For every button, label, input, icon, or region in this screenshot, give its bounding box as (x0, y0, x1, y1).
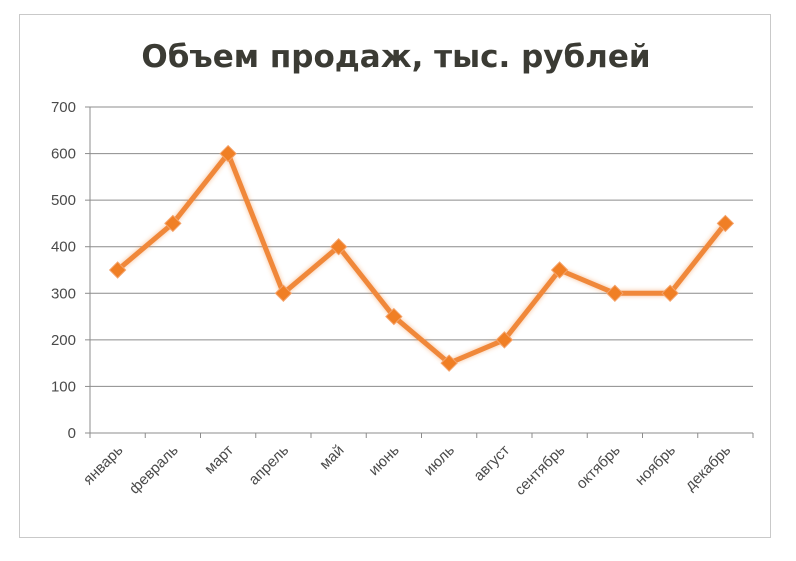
x-tick-label: октябрь (573, 442, 624, 493)
chart-frame: Объем продаж, тыс. рублей 0 100 200 300 400 5… (19, 14, 771, 538)
y-tick-label: 400 (51, 239, 76, 256)
data-point (550, 261, 569, 279)
series-line-glow (115, 150, 728, 367)
y-tick-labels: 0 100 200 300 400 500 600 700 (51, 99, 76, 442)
grid-lines (90, 106, 753, 387)
x-tick-labels: январь февраль март апрель май июнь июль август… (80, 442, 734, 499)
data-point (495, 331, 514, 349)
data-point (716, 214, 735, 233)
data-point (274, 284, 293, 302)
data-point (164, 214, 182, 233)
data-point (440, 354, 458, 372)
x-tick-label: ноябрь (632, 442, 679, 489)
y-tick-label: 200 (51, 332, 76, 349)
data-point (606, 284, 624, 302)
y-tick-label: 100 (51, 378, 76, 395)
series-line (115, 151, 728, 366)
x-tick-label: июнь (365, 442, 402, 479)
y-tick-label: 300 (51, 285, 76, 302)
data-point (108, 261, 127, 279)
data-point (661, 284, 679, 302)
x-tick-label: сентябрь (511, 442, 568, 499)
data-point (219, 144, 237, 163)
x-tick-label: март (201, 442, 237, 478)
line-chart: Объем продаж, тыс. рублей 0 100 200 300 400 5… (51, 39, 754, 499)
x-tick-label: июль (421, 442, 459, 480)
y-tick-label: 700 (51, 99, 76, 116)
data-point (329, 238, 348, 256)
x-tick-label: декабрь (682, 442, 735, 495)
series-sales (108, 144, 735, 372)
x-tick-label: май (316, 442, 347, 473)
chart-title: Объем продаж, тыс. рублей (141, 39, 650, 75)
data-point (385, 307, 403, 326)
y-tick-label: 0 (68, 425, 76, 442)
axes (85, 106, 754, 438)
y-tick-label: 500 (51, 192, 76, 209)
x-tick-label: январь (80, 442, 127, 489)
x-tick-label: февраль (126, 442, 182, 498)
x-tick-label: август (470, 442, 513, 485)
y-tick-label: 600 (51, 146, 76, 163)
x-tick-label: апрель (245, 442, 292, 489)
